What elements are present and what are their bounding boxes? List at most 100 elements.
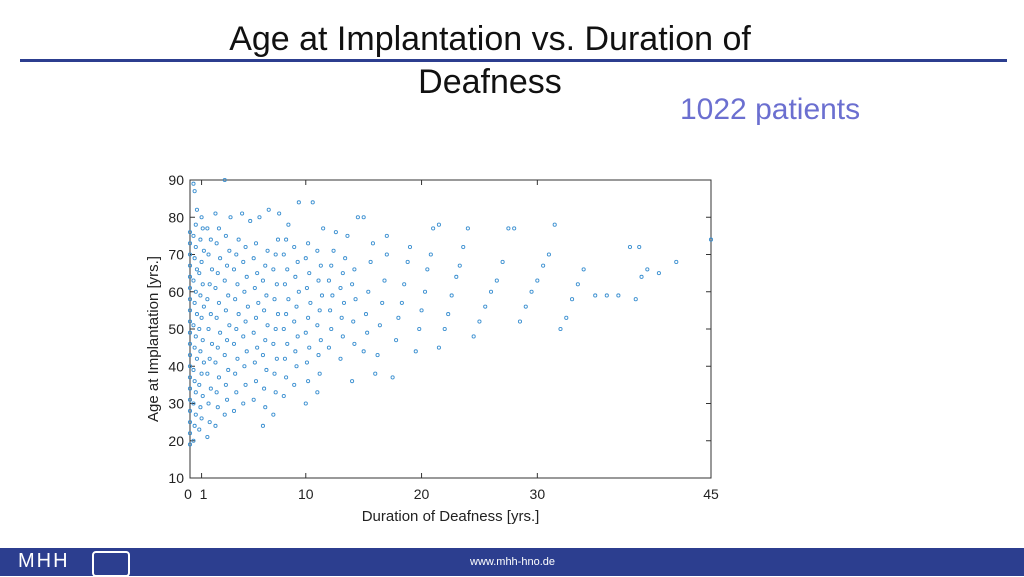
data-point: [191, 278, 196, 283]
data-point: [604, 293, 609, 298]
data-point: [207, 356, 212, 361]
data-point: [187, 330, 193, 335]
data-point: [228, 215, 233, 220]
slide-title-line2: Deafness: [418, 63, 562, 101]
data-point: [345, 233, 350, 238]
data-point: [209, 341, 215, 346]
data-point: [213, 285, 218, 291]
data-point: [275, 237, 281, 242]
data-point: [192, 379, 197, 384]
data-point: [191, 233, 196, 238]
slide-title: Age at Implantation vs. Duration of: [229, 20, 751, 58]
data-point: [306, 241, 311, 246]
data-point: [256, 300, 261, 305]
data-point: [529, 289, 534, 294]
y-tick-label: 50: [168, 321, 184, 337]
data-point: [187, 353, 193, 358]
data-point: [361, 349, 366, 354]
data-point: [494, 278, 499, 283]
data-point: [293, 274, 298, 279]
data-point: [483, 304, 488, 309]
data-point: [226, 367, 231, 373]
footer-url[interactable]: www.mhh-hno.de: [470, 556, 555, 568]
data-point: [234, 326, 239, 332]
data-point: [488, 289, 494, 294]
data-point: [234, 390, 239, 395]
y-tick-label: 70: [168, 247, 184, 263]
data-point: [355, 215, 360, 220]
data-point: [244, 274, 249, 279]
data-point: [255, 345, 260, 350]
data-point: [321, 226, 326, 231]
data-point: [274, 356, 279, 361]
x-axis-label: Duration of Deafness [yrs.]: [362, 508, 540, 525]
data-point: [394, 338, 399, 343]
data-point: [316, 278, 321, 283]
data-point: [375, 353, 380, 358]
data-point: [231, 341, 237, 346]
data-point: [187, 341, 193, 346]
data-point: [575, 282, 580, 287]
data-point: [215, 405, 220, 410]
title-rule: [20, 59, 1007, 62]
data-point: [257, 215, 262, 220]
data-point: [264, 367, 269, 373]
data-point: [295, 259, 300, 265]
data-point: [461, 244, 466, 250]
data-point: [199, 259, 204, 265]
data-point: [263, 263, 268, 268]
data-point: [192, 256, 197, 261]
data-point: [708, 237, 714, 242]
data-point: [296, 289, 301, 294]
mhh-logo: MHH: [18, 550, 70, 572]
data-point: [187, 420, 193, 425]
data-point: [223, 233, 228, 238]
data-point: [198, 349, 203, 354]
data-point: [192, 189, 197, 194]
data-point: [352, 341, 357, 346]
data-point: [399, 300, 404, 305]
x-tick-label: 0: [184, 486, 192, 502]
data-point: [216, 226, 221, 231]
data-point: [271, 267, 276, 272]
data-point: [218, 330, 223, 335]
data-point: [209, 267, 215, 272]
data-point: [616, 293, 621, 298]
data-point: [304, 285, 309, 291]
data-point: [361, 215, 366, 220]
data-point: [310, 200, 315, 205]
data-point: [193, 412, 198, 417]
data-point: [187, 386, 193, 391]
data-point: [207, 282, 212, 287]
data-point: [215, 345, 220, 350]
y-tick-label: 60: [168, 284, 184, 300]
data-point: [223, 308, 228, 313]
data-point: [318, 338, 323, 343]
data-point: [274, 282, 279, 287]
y-axis-label: Age at Implantation [yrs.]: [145, 256, 162, 422]
data-point: [284, 375, 289, 380]
data-point: [419, 308, 424, 313]
data-point: [214, 241, 219, 246]
data-point: [223, 382, 228, 387]
data-point: [216, 375, 221, 380]
data-point: [339, 315, 344, 320]
data-point: [187, 230, 193, 235]
data-point: [329, 326, 334, 332]
data-point: [193, 289, 198, 294]
data-point: [227, 323, 232, 328]
data-point: [206, 252, 211, 257]
data-point: [546, 252, 551, 257]
data-point: [384, 233, 389, 238]
data-point: [194, 312, 199, 317]
data-point: [253, 315, 259, 320]
data-point: [273, 252, 278, 257]
data-point: [286, 222, 291, 227]
data-point: [200, 226, 205, 231]
data-point: [338, 285, 343, 291]
data-point: [541, 263, 546, 268]
data-point: [281, 252, 286, 257]
data-point: [273, 390, 278, 395]
data-point: [627, 244, 633, 250]
data-point: [236, 237, 241, 242]
